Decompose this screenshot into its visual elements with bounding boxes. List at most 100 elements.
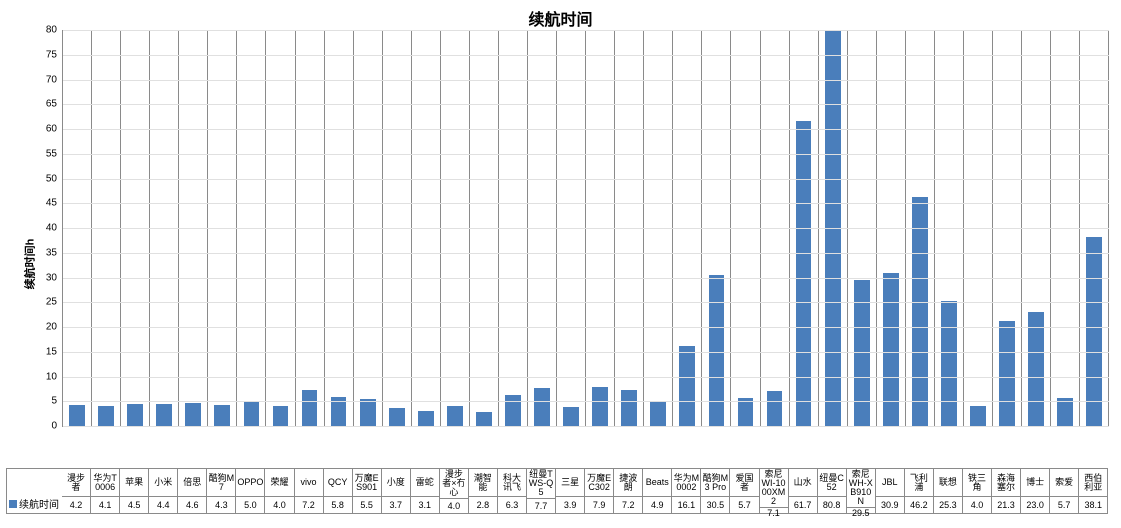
data-value: 5.5 (353, 497, 381, 513)
data-table-column: 联想25.3 (934, 468, 963, 514)
plot-area: 05101520253035404550556065707580 (62, 30, 1109, 427)
data-value: 4.3 (207, 497, 235, 513)
x-category-label: 纽曼TWS-Q5 (527, 469, 555, 499)
gridline (63, 80, 1109, 81)
data-table-column: 捷波朗7.2 (614, 468, 643, 514)
bar (273, 406, 289, 426)
data-table-column: 博士23.0 (1021, 468, 1050, 514)
x-category-label: 万魔ES901 (353, 469, 381, 497)
y-tick-label: 5 (51, 396, 57, 407)
data-table-column: 铁三角4.0 (963, 468, 992, 514)
data-table-column: JBL30.9 (876, 468, 905, 514)
y-tick-label: 80 (46, 25, 57, 36)
x-category-label: JBL (876, 469, 904, 497)
y-tick-label: 30 (46, 272, 57, 283)
y-tick-label: 75 (46, 49, 57, 60)
x-category-label: QCY (324, 469, 352, 497)
data-table-column: 漫步者4.2 (62, 468, 91, 514)
data-table-column: 索尼WI-1000XM27.1 (760, 468, 789, 514)
x-category-label: 联想 (934, 469, 962, 497)
bar (767, 391, 783, 426)
y-tick-label: 35 (46, 247, 57, 258)
x-category-label: 潮智能 (469, 469, 497, 497)
data-table-column: 万魔EC3027.9 (585, 468, 614, 514)
data-table-column: 森海塞尔21.3 (992, 468, 1021, 514)
bar (360, 399, 376, 426)
data-table-column: 西伯利亚38.1 (1079, 468, 1108, 514)
bar (244, 401, 260, 426)
data-table-column: Beats4.9 (643, 468, 672, 514)
x-category-label: 森海塞尔 (992, 469, 1020, 497)
data-table-column: 雷蛇3.1 (411, 468, 440, 514)
data-table-column: 万魔ES9015.5 (353, 468, 382, 514)
data-value: 4.4 (149, 497, 177, 513)
data-value: 61.7 (789, 497, 817, 513)
bar (941, 301, 957, 426)
x-category-label: 山水 (789, 469, 817, 497)
data-value: 46.2 (905, 497, 933, 513)
gridline (63, 352, 1109, 353)
bar (185, 403, 201, 426)
y-tick-label: 15 (46, 346, 57, 357)
data-value: 7.2 (614, 497, 642, 513)
data-table-column: 爱国者5.7 (730, 468, 759, 514)
gridline (63, 278, 1109, 279)
chart-container: 续航时间 续航时间h 05101520253035404550556065707… (0, 0, 1121, 528)
bar (302, 390, 318, 426)
chart-title: 续航时间 (0, 6, 1121, 30)
y-tick-label: 65 (46, 99, 57, 110)
data-table-column: 科大讯飞6.3 (498, 468, 527, 514)
data-table-column: 纽曼C5280.8 (818, 468, 847, 514)
x-category-label: Beats (643, 469, 671, 497)
x-category-label: 索爱 (1050, 469, 1078, 497)
data-value: 29.5 (847, 508, 875, 518)
bar (69, 405, 85, 426)
data-table-column: QCY5.8 (324, 468, 353, 514)
data-value: 38.1 (1079, 497, 1107, 513)
gridline (63, 302, 1109, 303)
gridline (63, 154, 1109, 155)
data-value: 5.7 (1050, 497, 1078, 513)
x-category-label: 小度 (382, 469, 410, 497)
bar (883, 273, 899, 426)
gridline (63, 401, 1109, 402)
y-tick-label: 25 (46, 297, 57, 308)
data-value: 4.0 (265, 497, 293, 513)
x-category-label: 西伯利亚 (1079, 469, 1107, 497)
x-category-label: 科大讯飞 (498, 469, 526, 497)
data-value: 16.1 (672, 497, 700, 513)
gridline (63, 426, 1109, 427)
data-table-column: 华为M000216.1 (672, 468, 701, 514)
x-category-label: 酷狗M7 (207, 469, 235, 497)
bar (127, 404, 143, 426)
data-table-column: 飞利浦46.2 (905, 468, 934, 514)
x-category-label: 酷狗M3 Pro (701, 469, 729, 497)
data-value: 25.3 (934, 497, 962, 513)
gridline (63, 179, 1109, 180)
bar (534, 388, 550, 426)
y-tick-label: 10 (46, 371, 57, 382)
data-value: 3.7 (382, 497, 410, 513)
data-table-column: 索爱5.7 (1050, 468, 1079, 514)
data-table-column: 荣耀4.0 (265, 468, 294, 514)
data-table-column: 华为T00064.1 (91, 468, 120, 514)
bar (796, 121, 812, 426)
gridline (63, 55, 1109, 56)
y-tick-label: 50 (46, 173, 57, 184)
data-value: 3.9 (556, 497, 584, 513)
data-table-column: 酷狗M74.3 (207, 468, 236, 514)
bar (214, 405, 230, 426)
data-table-column: 山水61.7 (789, 468, 818, 514)
legend-swatch (9, 500, 17, 508)
data-value: 5.8 (324, 497, 352, 513)
x-category-label: 博士 (1021, 469, 1049, 497)
data-value: 4.2 (62, 497, 90, 513)
x-category-label: 索尼WH-XB910N (847, 469, 875, 508)
x-category-label: 雷蛇 (411, 469, 439, 497)
x-category-label: 苹果 (120, 469, 148, 497)
x-category-label: 三星 (556, 469, 584, 497)
legend-label: 续航时间 (19, 496, 59, 511)
data-value: 4.0 (440, 499, 468, 513)
y-tick-label: 55 (46, 148, 57, 159)
data-value: 21.3 (992, 497, 1020, 513)
